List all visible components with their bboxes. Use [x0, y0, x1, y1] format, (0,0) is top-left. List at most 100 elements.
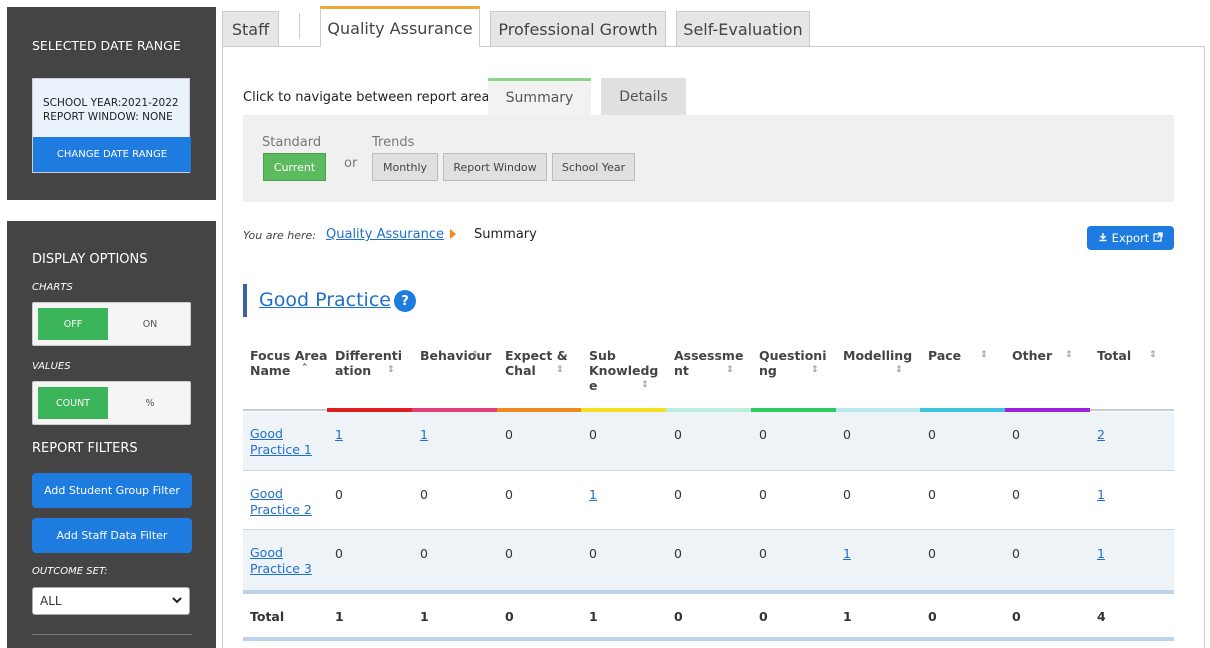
row-name-good-practice-1[interactable]: Good Practice 1: [250, 426, 312, 457]
col-header-behaviour[interactable]: Behaviour: [420, 348, 492, 363]
export-label: Export: [1111, 231, 1150, 245]
col-header-other[interactable]: Other: [1012, 348, 1053, 363]
breadcrumb-label: You are here:: [243, 229, 316, 242]
cell-sub-knowledge[interactable]: 1: [589, 487, 597, 502]
sort-icon[interactable]: ⇕: [1065, 350, 1073, 360]
color-bar-questioning: [751, 408, 836, 412]
sort-icon[interactable]: ⇕: [811, 365, 819, 375]
report-window-trend-button[interactable]: Report Window: [443, 153, 547, 181]
sort-icon[interactable]: ⇕: [556, 365, 564, 375]
color-bar-differentiation: [327, 408, 412, 412]
col-header-expect-chal[interactable]: Expect & Chal: [505, 348, 568, 378]
current-period-button[interactable]: Current: [263, 153, 326, 181]
cell-behaviour: 0: [420, 546, 428, 561]
col-header-pace[interactable]: Pace: [928, 348, 962, 363]
cell-other: 0: [1012, 427, 1020, 442]
sort-icon[interactable]: ⇕: [895, 365, 903, 375]
cell-questioning: 0: [759, 546, 767, 561]
col-header-assessment[interactable]: Assessme nt: [674, 348, 744, 378]
cell-differentiation[interactable]: 1: [335, 427, 343, 442]
display-options-title: DISPLAY OPTIONS: [32, 252, 148, 267]
total-sub-knowledge: 1: [589, 609, 598, 624]
date-range-box: SCHOOL YEAR:2021-2022 REPORT WINDOW: NON…: [32, 78, 191, 173]
sort-icon[interactable]: ⇕: [1149, 350, 1157, 360]
values-percent-option[interactable]: %: [145, 397, 155, 409]
cell-assessment: 0: [674, 546, 682, 561]
tab-staff[interactable]: Staff: [222, 11, 279, 46]
report-area-nav-label: Click to navigate between report areas:: [243, 90, 501, 105]
cell-modelling[interactable]: 1: [843, 546, 851, 561]
download-icon: [1098, 231, 1108, 245]
tab-summary[interactable]: Summary: [488, 78, 591, 115]
total-differentiation: 1: [335, 609, 344, 624]
cell-sub-knowledge: 0: [589, 427, 597, 442]
tab-details[interactable]: Details: [601, 78, 686, 115]
total-grand: 4: [1097, 609, 1106, 624]
values-label: VALUES: [32, 361, 71, 372]
add-staff-data-filter-button[interactable]: Add Staff Data Filter: [32, 518, 192, 553]
outcome-set-select[interactable]: ALL: [32, 587, 190, 615]
col-header-total[interactable]: Total: [1097, 348, 1132, 363]
color-bar-pace: [920, 408, 1005, 412]
cell-expect-chal: 0: [505, 427, 513, 442]
sort-icon[interactable]: ⇕: [980, 350, 988, 360]
col-header-focus-area[interactable]: Focus Area Name: [250, 348, 328, 378]
cell-behaviour[interactable]: 1: [420, 427, 428, 442]
col-header-differentiation[interactable]: Differenti ation: [335, 348, 403, 378]
cell-differentiation: 0: [335, 546, 343, 561]
cell-differentiation: 0: [335, 487, 343, 502]
cell-total[interactable]: 1: [1097, 546, 1105, 561]
monthly-trend-button[interactable]: Monthly: [372, 153, 438, 181]
cell-questioning: 0: [759, 427, 767, 442]
cell-modelling: 0: [843, 487, 851, 502]
total-assessment: 0: [674, 609, 683, 624]
cell-assessment: 0: [674, 487, 682, 502]
totals-label: Total: [250, 609, 285, 624]
total-pace: 0: [928, 609, 937, 624]
cell-modelling: 0: [843, 427, 851, 442]
cell-sub-knowledge: 0: [589, 546, 597, 561]
help-icon[interactable]: ?: [394, 290, 416, 312]
outcome-set-label: OUTCOME SET:: [32, 566, 108, 577]
cell-total[interactable]: 2: [1097, 427, 1105, 442]
sort-ascending-icon[interactable]: ⌃: [301, 363, 309, 373]
cell-pace: 0: [928, 427, 936, 442]
col-header-sub-knowledge[interactable]: Sub Knowledg e: [589, 348, 659, 393]
change-date-range-button[interactable]: CHANGE DATE RANGE: [33, 137, 191, 172]
row-name-good-practice-3[interactable]: Good Practice 3: [250, 545, 312, 576]
cell-pace: 0: [928, 546, 936, 561]
tab-self-evaluation[interactable]: Self-Evaluation: [676, 11, 810, 46]
row-name-good-practice-2[interactable]: Good Practice 2: [250, 486, 312, 517]
col-header-questioning[interactable]: Questioni ng: [759, 348, 827, 378]
sort-icon[interactable]: ⇕: [726, 365, 734, 375]
add-student-group-filter-button[interactable]: Add Student Group Filter: [32, 473, 192, 508]
tab-professional-growth[interactable]: Professional Growth: [490, 11, 666, 46]
breadcrumb-current: Summary: [474, 227, 537, 242]
cell-pace: 0: [928, 487, 936, 502]
breadcrumb-link-quality-assurance[interactable]: Quality Assurance: [326, 227, 444, 242]
school-year-trend-button[interactable]: School Year: [552, 153, 635, 181]
cell-assessment: 0: [674, 427, 682, 442]
color-bar-sub-knowledge: [581, 408, 666, 412]
values-count-option[interactable]: COUNT: [38, 387, 108, 419]
charts-off-option[interactable]: OFF: [38, 308, 108, 340]
cell-total[interactable]: 1: [1097, 487, 1105, 502]
cell-questioning: 0: [759, 487, 767, 502]
color-bar-modelling: [836, 408, 920, 412]
tab-quality-assurance[interactable]: Quality Assurance: [320, 6, 480, 47]
sort-icon[interactable]: ⇕: [387, 365, 395, 375]
sort-icon[interactable]: ⇕: [641, 380, 649, 390]
export-button[interactable]: Export: [1087, 226, 1174, 250]
color-bar-assessment: [666, 408, 751, 412]
col-header-modelling[interactable]: Modelling: [843, 348, 913, 363]
section-title-good-practice[interactable]: Good Practice: [259, 289, 391, 311]
sort-icon[interactable]: ⇕: [471, 350, 479, 360]
totals-divider: [243, 590, 1174, 594]
sidebar-divider: [32, 634, 192, 635]
breadcrumb-arrow-icon: [450, 229, 456, 239]
color-bar-expect-chal: [497, 408, 581, 412]
cell-behaviour: 0: [420, 487, 428, 502]
values-toggle: COUNT %: [32, 381, 191, 425]
charts-on-option[interactable]: ON: [142, 318, 158, 330]
total-expect-chal: 0: [505, 609, 514, 624]
